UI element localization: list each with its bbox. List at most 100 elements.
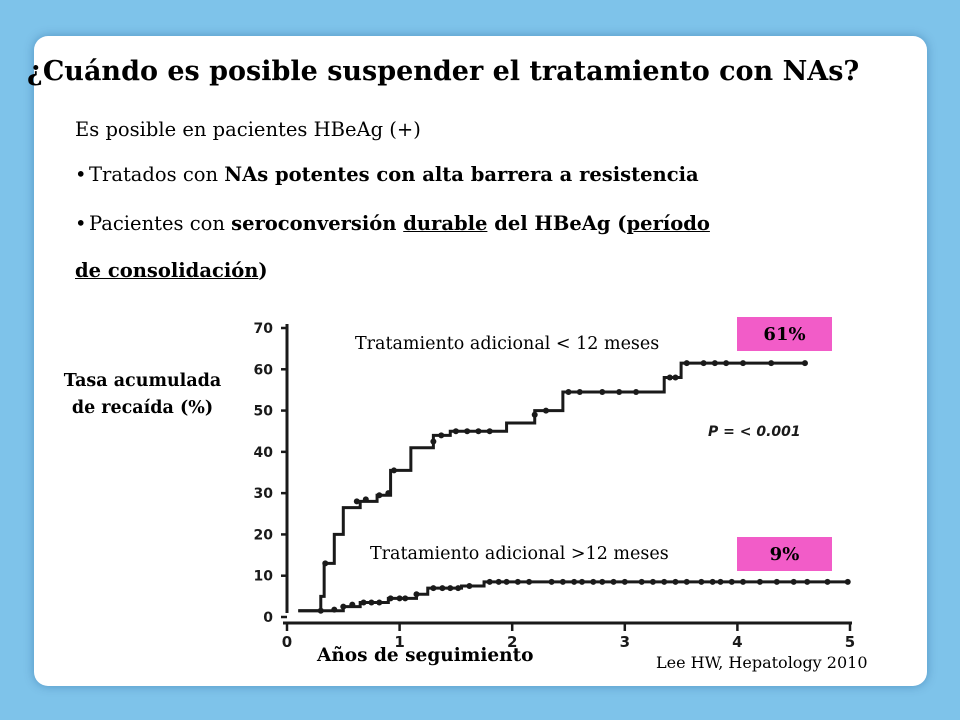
series-1-point [452,428,459,435]
series-1-point [486,428,493,435]
series-2-point [590,578,597,585]
series-2-point [844,578,851,585]
bullet-dot-icon: • [75,212,87,235]
x-tick-label: 0 [282,633,292,651]
y-tick-label: 40 [254,445,274,461]
bullet-2-bold-1: seroconversión [231,212,404,235]
series-2-point [402,595,409,602]
series-2-point [756,578,763,585]
series-2-point [740,578,747,585]
series-2-label: Tratamiento adicional >12 meses [370,544,669,564]
series-2-point [548,578,555,585]
series-2-point [610,578,617,585]
series-2-point [621,578,628,585]
x-tick-label: 2 [507,633,517,651]
y-axis-label: Tasa acumulada de recaída (%) [63,371,222,418]
y-tick-label: 0 [263,610,273,626]
series-2-point [495,578,502,585]
series-1-badge [737,317,832,351]
series-1-point [700,360,707,367]
x-tick-label: 5 [845,633,855,651]
x-tick-label: 4 [732,633,742,651]
series-2-point [430,585,437,592]
series-2-point [728,578,735,585]
series-2-point [579,578,586,585]
series-2-point [638,578,645,585]
series-2-point [824,578,831,585]
y-tick-label: 60 [254,362,274,378]
series-2-point [387,595,394,602]
series-1-point [438,432,445,439]
series-2-point [514,578,521,585]
series-2-point [790,578,797,585]
intro-line: Es posible en pacientes HBeAg (+) [75,118,421,141]
y-tick-label: 50 [254,404,274,420]
series-2-point [503,578,510,585]
series-1-point [531,411,538,418]
bullet-dot-icon: • [75,163,87,186]
series-2-point [773,578,780,585]
series-1-point [672,374,679,381]
bullet-2-prefix: Pacientes con [89,212,232,235]
series-1-point [683,360,690,367]
series-2-point [455,585,462,592]
bullet-2-underline-2: período [626,212,710,235]
series-1-point [542,407,549,414]
series-1-point [464,428,471,435]
series-2-point [571,578,578,585]
series-2-point [526,578,533,585]
series-1-badge-text: 61% [763,324,805,345]
series-2-point [340,603,347,610]
y-tick-label: 70 [254,321,274,337]
series-2-point [599,578,606,585]
bullet-1-prefix: Tratados con [89,163,225,186]
series-2-point [447,585,454,592]
series-1-point [711,360,718,367]
series-1-label: Tratamiento adicional < 12 meses [355,334,659,354]
series-1-point [390,467,397,474]
series-1-point [723,360,730,367]
series-2-point [486,578,493,585]
series-1-point [565,388,572,395]
series-1-point [362,496,369,503]
series-2-point [317,607,324,614]
page-title: ¿Cuándo es posible suspender el tratamie… [27,56,860,87]
series-2-point [396,595,403,602]
series-1-point [430,438,437,445]
series-1-point [616,388,623,395]
series-2-badge [737,537,832,571]
citation: Lee HW, Hepatology 2010 [656,653,868,672]
series-2-point [661,578,668,585]
y-tick-label: 20 [254,527,274,543]
bullet-item-1: • Tratados con NAs potentes con alta barr… [75,163,699,186]
x-axis-label: Años de seguimiento [317,645,534,666]
series-1-point [376,492,383,499]
bullet-item-2: • Pacientes con seroconversión durable de… [75,212,710,235]
series-2-badge-text: 9% [770,544,800,565]
series-1-point [475,428,482,435]
series-2-point [672,578,679,585]
series-1-point [740,360,747,367]
series-1-point [322,560,329,567]
series-1-point [633,388,640,395]
series-2-point [360,599,367,606]
bullet-2-underline-1: durable [403,212,488,235]
series-1-point [385,490,392,497]
series-1-point [666,374,673,381]
series-2-point [331,606,338,613]
series-2-point [709,578,716,585]
bullet-1-bold: NAs potentes con alta barrera a resisten… [224,163,699,186]
bullet-2-bold-3: ) [258,259,268,282]
series-line-2 [298,580,850,613]
bullet-2-bold-2: del HBeAg ( [487,212,627,235]
series-2-point [559,578,566,585]
series-2-point [698,578,705,585]
series-1-point [801,360,808,367]
bullet-2-underline-3: de consolidación [75,259,259,282]
series-2-point [376,599,383,606]
y-tick-label: 30 [254,486,274,502]
bullet-item-2-cont: de consolidación) [75,259,268,282]
p-value-label: P = < 0.001 [708,424,801,440]
series-line-1 [298,361,805,613]
